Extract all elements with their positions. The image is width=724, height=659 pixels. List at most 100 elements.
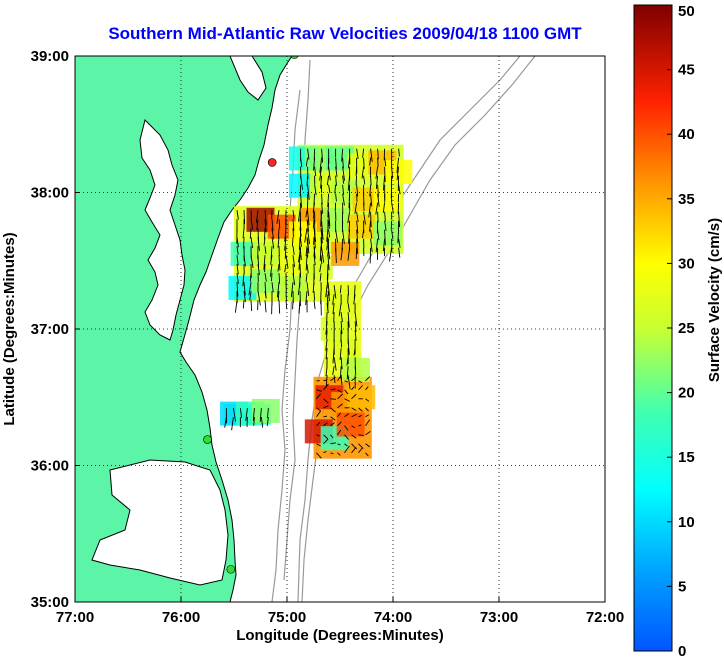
velocity-arrow (358, 407, 363, 412)
velocity-arrow (319, 264, 322, 273)
velocity-arrow (365, 419, 371, 427)
velocity-arrow (398, 247, 401, 258)
velocity-arrow (365, 376, 371, 382)
velocity-arrow (327, 255, 330, 271)
velocity-arrow (328, 184, 331, 194)
velocity-arrow (362, 148, 365, 158)
velocity-arrow (249, 291, 252, 301)
velocity-arrow (306, 282, 310, 297)
velocity-arrow (312, 219, 315, 229)
velocity-arrow (270, 255, 273, 265)
x-tick-label: 74:00 (374, 609, 412, 626)
velocity-arrow (277, 237, 280, 248)
velocity-arrow (347, 375, 351, 390)
velocity-arrow (243, 282, 246, 296)
velocity-arrow (271, 237, 275, 249)
velocity-arrow (337, 421, 342, 427)
velocity-arrow (330, 376, 336, 382)
velocity-arrow (365, 443, 370, 448)
velocity-arrow (242, 300, 245, 309)
velocity-arrow (363, 157, 365, 169)
colorbar-tick-label: 30 (678, 255, 695, 272)
velocity-arrow (354, 330, 357, 341)
velocity-arrow (305, 273, 308, 282)
velocity-arrow (355, 175, 358, 185)
y-axis-label: Latitude (Degrees:Minutes) (1, 232, 18, 425)
velocity-arrow (314, 184, 317, 196)
x-tick-label: 76:00 (162, 609, 200, 626)
velocity-arrow (370, 229, 373, 239)
velocity-arrow (382, 202, 386, 213)
velocity-arrow (335, 166, 338, 177)
velocity-arrow (346, 357, 349, 366)
velocity-arrow (300, 193, 303, 208)
velocity-arrow (316, 407, 322, 412)
velocity-arrow (257, 237, 260, 251)
velocity-arrow (391, 229, 394, 240)
velocity-arrow (344, 443, 348, 447)
velocity-arrow (326, 294, 329, 304)
velocity-arrow (307, 238, 310, 254)
velocity-arrow (319, 157, 323, 173)
velocity-arrow (250, 300, 253, 312)
velocity-cell (347, 385, 376, 410)
velocity-arrow (306, 175, 309, 186)
velocity-arrow (250, 219, 254, 230)
velocity-arrow (269, 264, 273, 277)
velocity-arrow (398, 148, 400, 157)
velocity-arrow (276, 282, 280, 298)
velocity-arrow (361, 166, 365, 179)
velocity-arrow (358, 380, 363, 384)
velocity-arrow (339, 285, 342, 294)
velocity-arrow (292, 255, 296, 268)
velocity-arrow (340, 247, 344, 261)
velocity-arrow (375, 202, 379, 215)
velocity-arrow (342, 166, 346, 181)
velocity-arrow (346, 366, 349, 380)
plot-area (75, 56, 605, 602)
velocity-arrow (305, 291, 308, 306)
velocity-arrow (234, 300, 238, 313)
velocity-arrow (325, 366, 328, 377)
radar-station-marker (290, 56, 299, 59)
velocity-cell (341, 357, 370, 382)
velocity-arrow (255, 210, 259, 223)
velocity-arrow (323, 415, 328, 418)
velocity-arrow (347, 312, 350, 328)
velocity-arrow (321, 229, 324, 240)
velocity-arrow (327, 282, 330, 296)
y-tick-label: 36:00 (31, 458, 69, 475)
velocity-arrow (236, 246, 239, 255)
velocity-arrow (316, 434, 320, 437)
velocity-arrow (236, 237, 239, 248)
velocity-arrow (321, 202, 324, 214)
velocity-arrow (299, 264, 302, 278)
velocity-arrow (298, 210, 301, 222)
velocity-arrow (358, 385, 363, 391)
velocity-arrow (335, 157, 337, 170)
velocity-arrow (342, 157, 344, 169)
velocity-arrow (316, 389, 323, 392)
velocity-arrow (278, 255, 281, 271)
velocity-arrow (330, 398, 336, 400)
pamlico-sound (91, 459, 229, 586)
velocity-arrow (297, 282, 301, 296)
velocity-arrow (347, 339, 350, 355)
velocity-arrow (253, 417, 255, 426)
velocity-arrow (300, 175, 303, 190)
velocity-arrow (312, 202, 316, 213)
velocity-arrow (248, 282, 252, 296)
velocity-arrow (323, 379, 327, 382)
velocity-arrow (256, 219, 259, 230)
velocity-arrow (259, 408, 262, 422)
velocity-arrow (321, 193, 323, 205)
colorbar (633, 4, 673, 652)
velocity-arrow (266, 417, 269, 427)
velocity-arrow (245, 408, 248, 422)
velocity-arrow (384, 220, 387, 231)
velocity-arrow (330, 452, 334, 455)
velocity-field (220, 144, 413, 459)
velocity-arrow (271, 273, 273, 282)
velocity-arrow (391, 202, 394, 214)
